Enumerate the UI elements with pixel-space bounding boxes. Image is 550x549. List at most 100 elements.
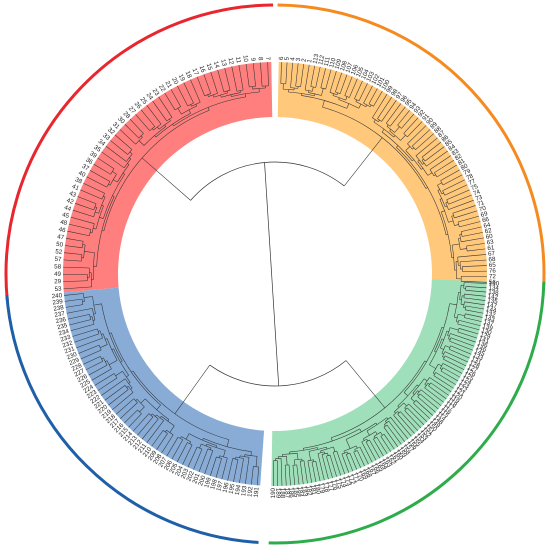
branch-radial xyxy=(217,69,225,93)
branch-radial xyxy=(220,94,222,98)
branch-radial xyxy=(97,377,118,391)
branch-radial xyxy=(433,375,454,389)
branch-radial xyxy=(464,282,487,284)
branch-radial xyxy=(75,203,94,211)
branch-arc xyxy=(396,147,447,236)
branch-radial xyxy=(83,296,93,298)
branch-radial xyxy=(77,196,97,205)
leaf-label: 227 xyxy=(73,367,86,378)
branch-radial xyxy=(165,430,167,433)
branch-radial xyxy=(155,414,157,417)
branch-radial xyxy=(442,367,461,378)
leaf-label: 39 xyxy=(88,150,98,160)
branch-radial xyxy=(80,189,103,200)
branch-radial xyxy=(373,436,376,439)
leaf-label: 181 xyxy=(309,484,318,496)
branch-radial xyxy=(444,351,468,363)
branch-radial xyxy=(386,424,402,445)
branch-radial xyxy=(129,157,131,160)
branch-arc xyxy=(464,305,467,310)
branch-radial xyxy=(135,399,138,401)
branch-arc xyxy=(413,400,417,404)
leaf-label: 25 xyxy=(139,96,149,106)
leaf-label: 192 xyxy=(246,486,254,498)
branch-radial xyxy=(416,384,419,387)
branch-arc xyxy=(308,92,322,96)
leaf-label: 80 xyxy=(460,162,470,172)
leaf-label: 20 xyxy=(170,76,180,86)
leaf-label: 144 xyxy=(485,306,497,315)
leaf-label: 83 xyxy=(451,147,461,157)
branch-radial xyxy=(195,104,197,107)
branch-radial xyxy=(442,356,445,358)
leaf-label: 240 xyxy=(51,292,63,300)
leaf-label: 32 xyxy=(106,126,116,136)
central-trunk xyxy=(264,162,280,386)
leaf-label: 126 xyxy=(464,368,477,379)
branch-radial xyxy=(280,458,283,486)
branch-radial xyxy=(421,141,442,158)
branch-radial xyxy=(378,119,380,122)
branch-radial xyxy=(345,439,351,449)
leaf-label: 197 xyxy=(215,480,225,492)
branch-radial xyxy=(397,411,400,414)
branch-radial xyxy=(464,301,485,306)
branch-radial xyxy=(372,93,388,118)
branch-radial xyxy=(442,363,463,374)
branch-radial xyxy=(101,333,104,335)
branch-radial xyxy=(465,313,483,318)
branch-radial xyxy=(397,413,415,434)
leaf-label: 135 xyxy=(487,297,499,305)
branch-radial xyxy=(407,121,423,138)
branch-radial xyxy=(88,364,108,376)
branch-radial xyxy=(381,129,385,133)
leaf-label: 109 xyxy=(334,58,344,70)
branch-radial xyxy=(400,411,419,431)
branch-radial xyxy=(325,69,332,90)
branch-radial xyxy=(421,168,424,170)
cluster-sector xyxy=(63,287,265,486)
leaf-label: 174 xyxy=(338,476,348,489)
branch-radial xyxy=(467,248,486,252)
branch-radial xyxy=(415,133,434,150)
branch-radial xyxy=(105,360,108,362)
branch-radial xyxy=(210,447,212,450)
branch-radial xyxy=(423,378,428,382)
branch-radial xyxy=(389,106,406,127)
tree-branches xyxy=(62,62,487,486)
branch-radial xyxy=(407,125,427,145)
branch-radial xyxy=(156,404,161,410)
leaf-label: 223 xyxy=(86,388,99,400)
leaf-label: 105 xyxy=(355,65,366,78)
leaf-label: 93 xyxy=(413,104,423,114)
branch-radial xyxy=(185,433,190,440)
branch-radial xyxy=(239,458,244,484)
branch-radial xyxy=(460,248,467,250)
cluster-sector xyxy=(63,62,273,293)
leaf-label: 104 xyxy=(360,68,371,81)
leaf-label: 130 xyxy=(480,327,492,337)
leaf-label: 116 xyxy=(441,404,454,416)
branch-radial xyxy=(97,157,115,169)
branch-arc xyxy=(252,87,266,90)
leaf-label: 175 xyxy=(334,478,344,490)
branch-radial xyxy=(441,338,444,340)
leaf-label: 137 xyxy=(483,319,495,328)
leaf-label: 49 xyxy=(54,271,61,278)
branch-arc xyxy=(440,211,452,258)
branch-radial xyxy=(383,434,395,450)
branch-radial xyxy=(101,204,104,207)
branch-radial xyxy=(138,140,145,146)
branch-radial xyxy=(80,349,102,360)
leaf-label: 88 xyxy=(433,125,443,135)
branch-radial xyxy=(386,417,389,420)
branch-radial xyxy=(300,63,304,87)
branch-arc xyxy=(162,430,168,434)
leaf-label: 235 xyxy=(56,322,68,331)
cluster-sector xyxy=(271,279,487,486)
branch-arc xyxy=(434,303,450,352)
branch-radial xyxy=(353,451,361,469)
branch-radial xyxy=(373,438,384,457)
leaf-label: 46 xyxy=(58,226,67,234)
branch-radial xyxy=(128,382,131,384)
